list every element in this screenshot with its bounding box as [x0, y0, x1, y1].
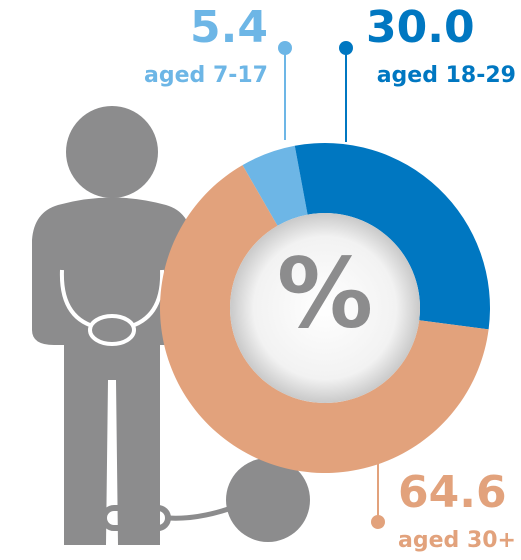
leader-dot — [339, 41, 353, 55]
person-figure — [32, 106, 310, 545]
value-label: 64.6 — [398, 467, 507, 518]
leader-dot — [278, 41, 292, 55]
category-label: aged 18-29 — [377, 63, 516, 88]
category-label: aged 30+ — [398, 528, 516, 553]
category-label: aged 7-17 — [144, 63, 268, 88]
body — [32, 197, 192, 545]
donut-segment — [159, 165, 489, 473]
head — [66, 106, 158, 198]
donut-hole — [230, 213, 420, 403]
value-label: 5.4 — [190, 2, 268, 53]
leader-dot — [371, 515, 385, 529]
center-label: % — [277, 237, 373, 349]
donut-segment — [294, 143, 490, 330]
value-label: 30.0 — [366, 2, 475, 53]
donut-segment — [242, 145, 308, 226]
hands — [88, 314, 136, 346]
donut — [159, 143, 490, 473]
ball — [226, 458, 310, 542]
